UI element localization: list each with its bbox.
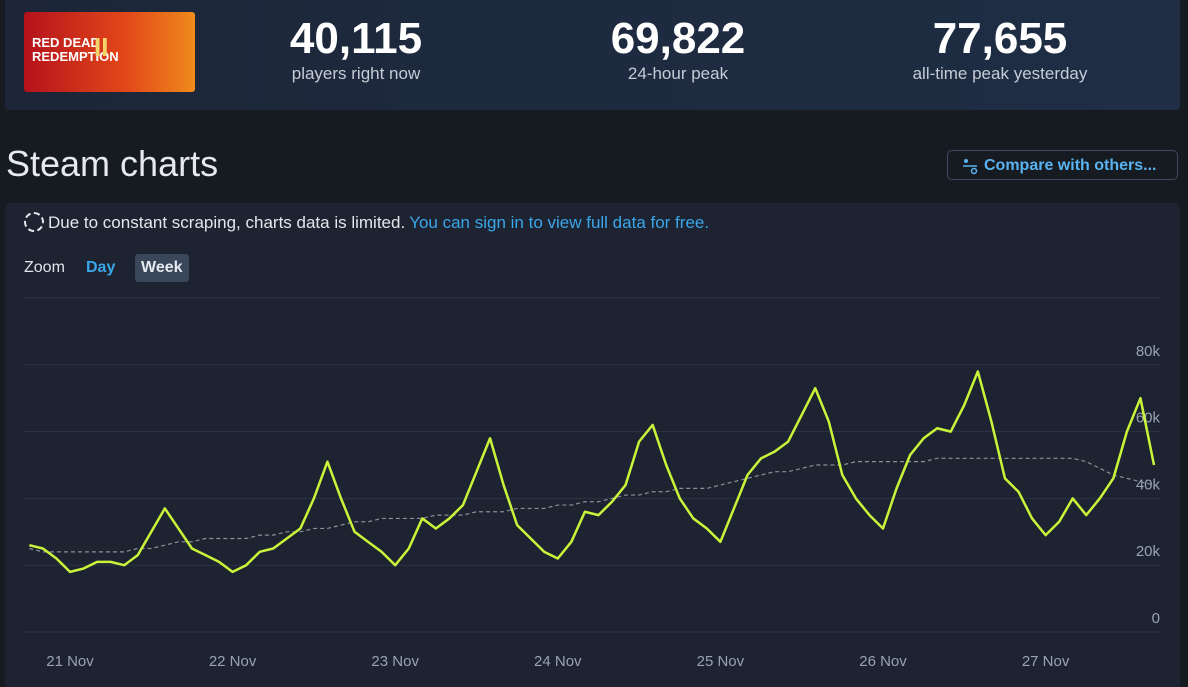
stat-label: 24-hour peak [627,64,729,83]
stat: 40,115 players right now [236,14,476,84]
x-tick-label: 27 Nov [1022,653,1070,670]
logo-numeral: II [94,32,109,62]
notice: Due to constant scraping, charts data is… [48,213,709,233]
notice-text: Due to constant scraping, charts data is… [48,213,406,232]
y-tick-label: 80k [1136,343,1161,360]
x-tick-label: 23 Nov [371,653,419,670]
stat-value: 77,655 [932,14,1068,63]
zoom-label: Zoom [24,259,65,276]
game-logo: RED DEAD REDEMPTION II [24,12,195,92]
compare-label[interactable]: Compare with others... [984,157,1157,174]
y-tick-label: 40k [1136,476,1161,493]
loading-icon [24,212,44,232]
y-tick-label: 60k [1136,410,1161,427]
zoom-week[interactable]: Week [135,254,189,282]
zoom-day[interactable]: Day [86,259,116,276]
sign-in-link[interactable]: You can sign in to view full data for fr… [409,213,710,232]
x-tick-label: 25 Nov [697,653,745,670]
x-tick-label: 24 Nov [534,653,582,670]
series-line [29,370,1156,574]
stat: 69,822 24-hour peak [558,14,798,84]
y-tick-label: 20k [1136,543,1161,560]
y-tick-label: 0 [1152,610,1160,627]
stat: 77,655 all-time peak yesterday [880,14,1120,84]
compare-button[interactable]: Compare with others... [947,150,1178,180]
stat-label: players right now [291,64,421,83]
stat-label: all-time peak yesterday [912,64,1088,83]
x-tick-label: 21 Nov [46,653,94,670]
series-line [29,457,1155,553]
chart-panel [5,203,1180,687]
stat-value: 40,115 [289,14,423,63]
x-tick-label: 26 Nov [859,653,907,670]
header: RED DEAD REDEMPTION II 40,115 players rig… [5,0,1180,110]
section-title: Steam charts [6,143,219,184]
stat-value: 69,822 [610,14,746,63]
logo-text: RED DEAD REDEMPTION [32,35,119,64]
x-tick-label: 22 Nov [209,653,257,670]
compare-icon [963,159,978,175]
